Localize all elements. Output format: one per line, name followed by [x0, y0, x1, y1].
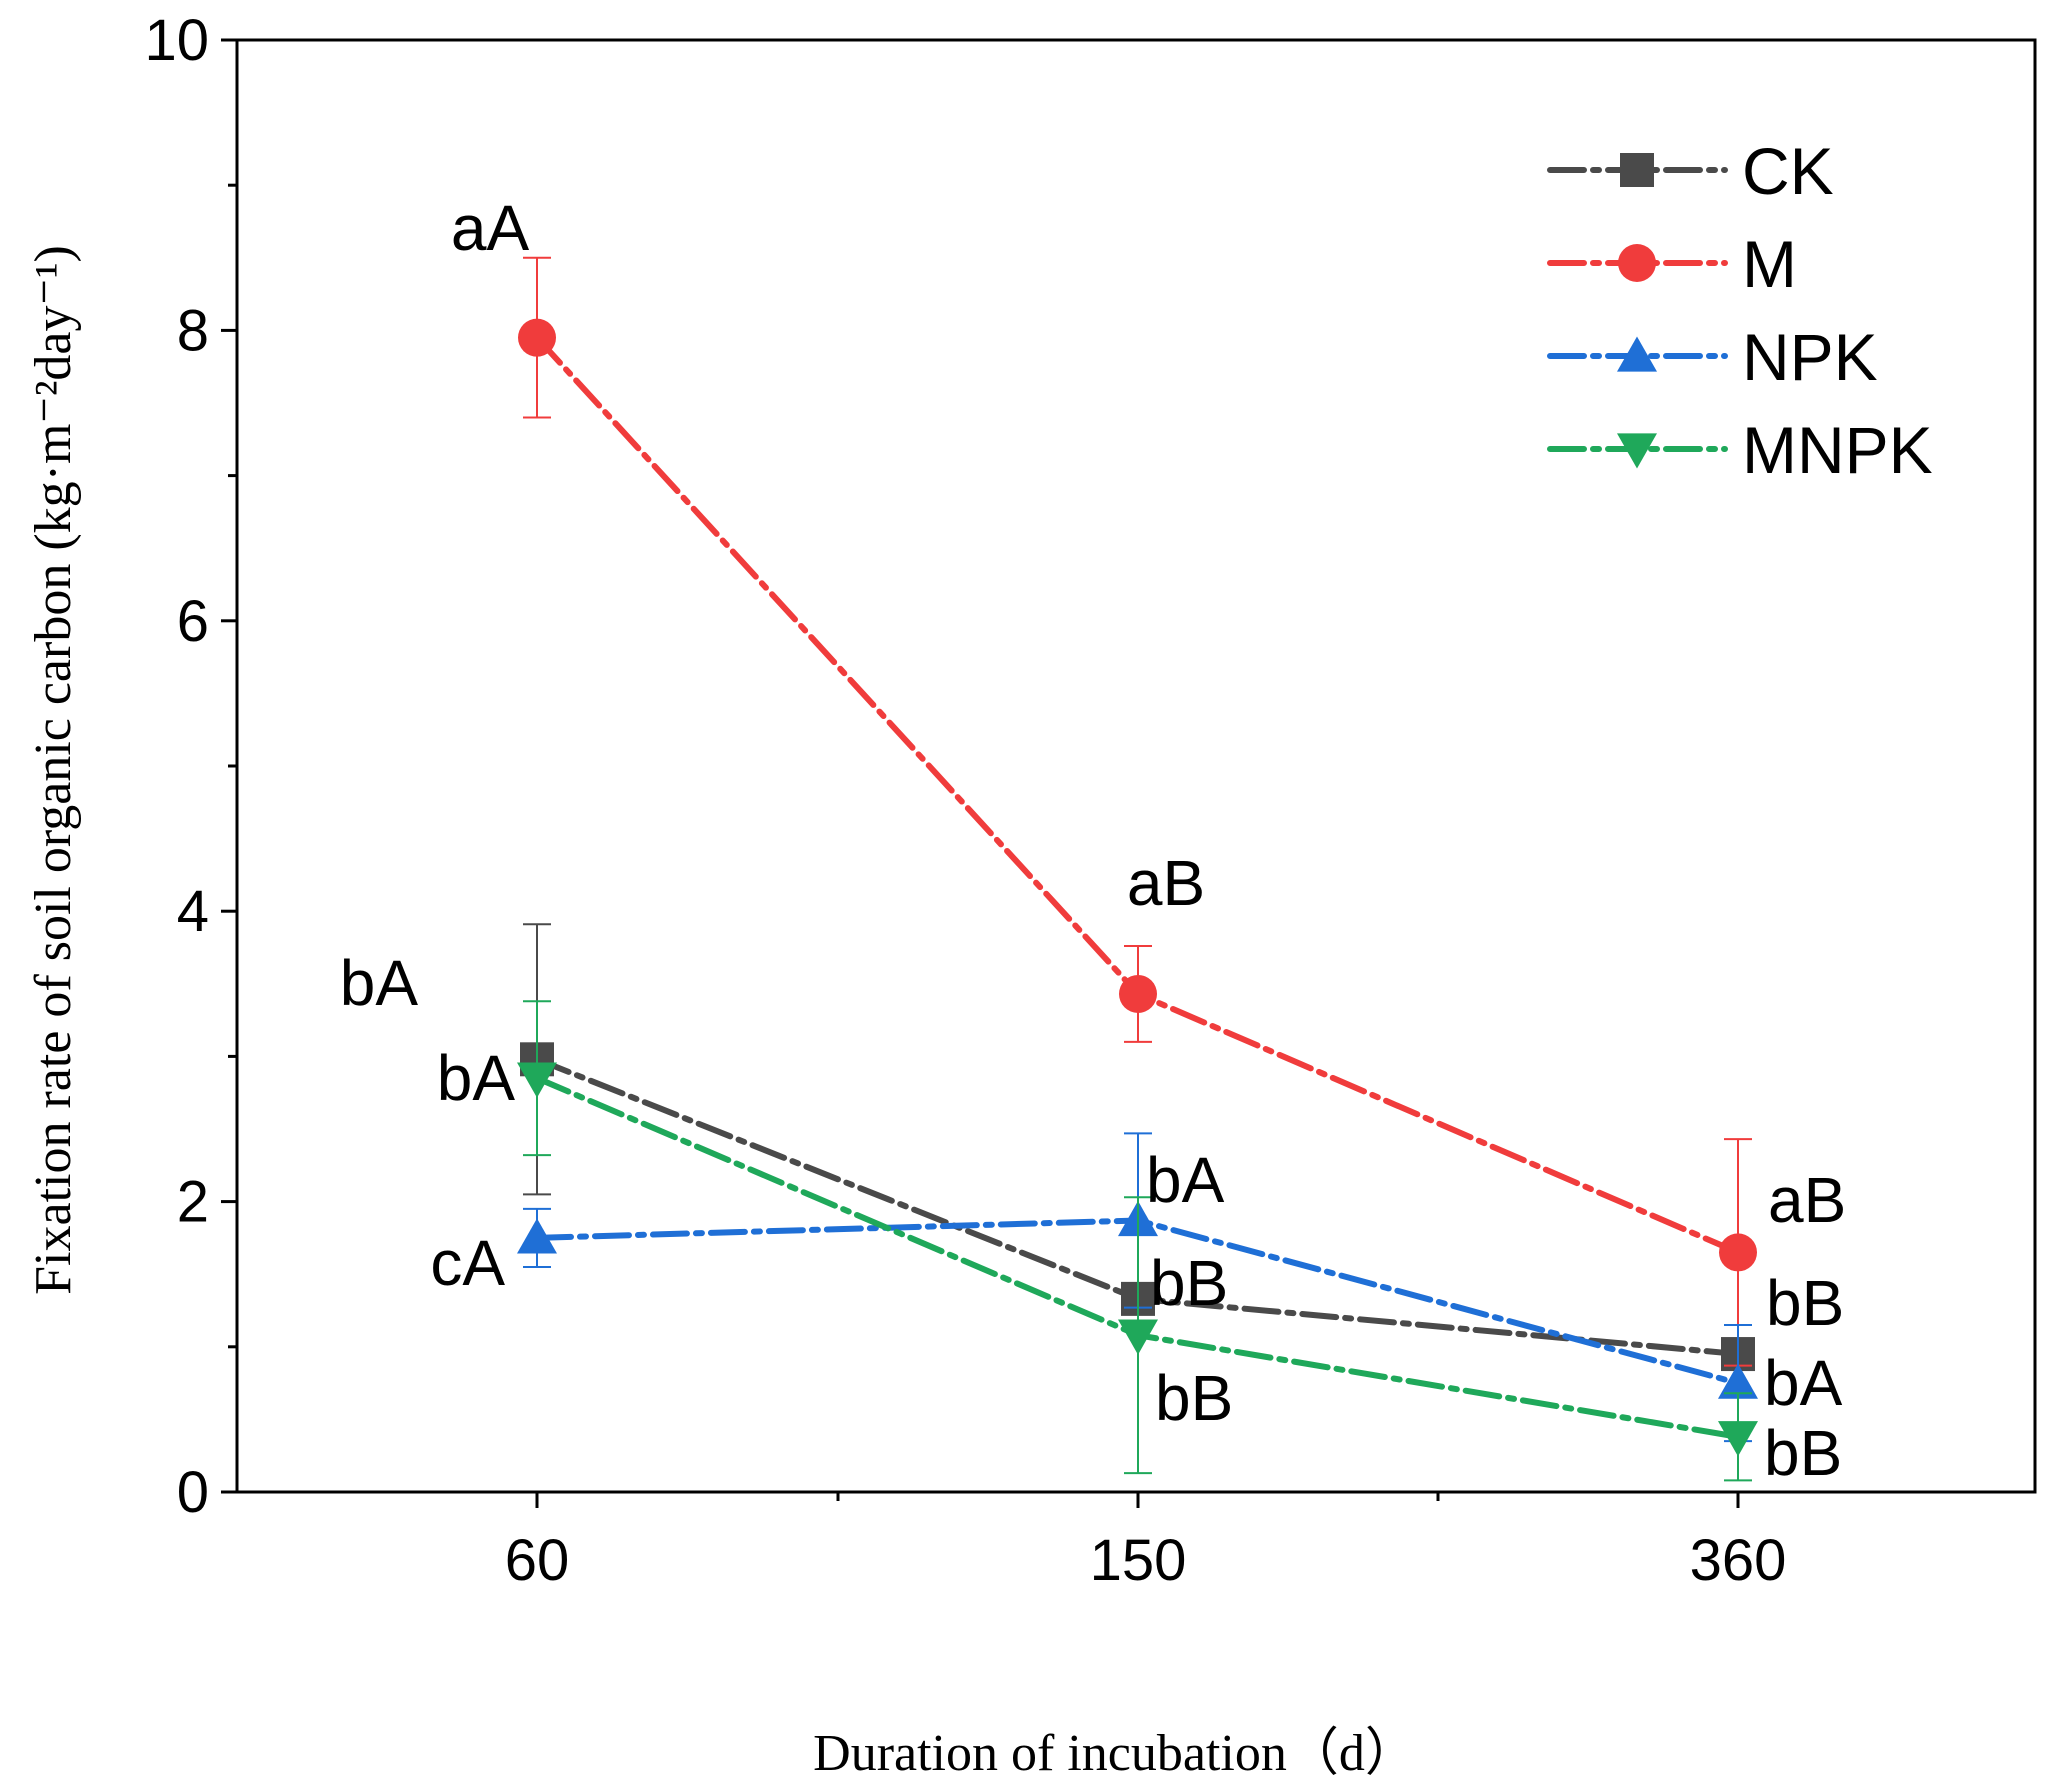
significance-letter: bA [1764, 1347, 1843, 1419]
significance-letter: aB [1127, 847, 1205, 919]
y-tick-label: 2 [177, 1170, 209, 1235]
legend-marker-ck [1620, 153, 1654, 187]
data-point-npk [517, 1218, 557, 1254]
data-point-m [518, 318, 556, 357]
x-tick-label: 60 [505, 1528, 570, 1593]
significance-letter: bA [1146, 1144, 1225, 1216]
data-point-m [1119, 974, 1157, 1013]
legend-label-m: M [1742, 227, 1797, 301]
significance-letter: bA [340, 947, 419, 1019]
significance-letter: aA [451, 192, 530, 264]
significance-letter: cA [430, 1227, 505, 1299]
data-point-mnpk [517, 1062, 557, 1098]
legend-label-npk: NPK [1742, 320, 1878, 394]
legend-marker-m [1618, 244, 1656, 282]
y-tick-label: 0 [177, 1460, 209, 1525]
x-axis: 60 150 360 [505, 1492, 1787, 1593]
legend-label-ck: CK [1742, 134, 1834, 208]
legend-item-npk: NPK [1547, 320, 1878, 394]
y-tick-label: 10 [144, 8, 209, 73]
data-point-mnpk [1118, 1319, 1158, 1355]
x-tick-label: 150 [1090, 1528, 1187, 1593]
x-axis-title: Duration of incubation（d） [813, 1725, 1417, 1782]
significance-letter: bB [1155, 1362, 1233, 1434]
y-axis: 0 2 4 6 8 10 [144, 8, 237, 1525]
data-point-mnpk [1718, 1421, 1758, 1457]
significance-letter: bB [1150, 1247, 1228, 1319]
legend-marker-npk [1617, 336, 1657, 372]
series-mnpk [517, 1000, 1758, 1482]
significance-letter: aB [1768, 1164, 1846, 1236]
legend-item-ck: CK [1547, 134, 1834, 208]
legend-marker-mnpk [1617, 433, 1657, 469]
legend-item-mnpk: MNPK [1547, 413, 1933, 487]
series-layer [517, 256, 1758, 1482]
significance-letter: bA [437, 1042, 516, 1114]
y-tick-label: 6 [177, 589, 209, 654]
data-point-m [1719, 1233, 1757, 1272]
y-tick-label: 8 [177, 298, 209, 363]
y-tick-label: 4 [177, 879, 209, 944]
legend-item-m: M [1547, 227, 1797, 301]
y-axis-title: Fixation rate of soil organic carbon (kg… [25, 245, 82, 1295]
legend-label-mnpk: MNPK [1742, 413, 1933, 487]
series-line-m [534, 334, 1741, 1256]
significance-letter: bB [1764, 1417, 1842, 1489]
significance-letter: bB [1766, 1267, 1844, 1339]
series-m [518, 256, 1757, 1367]
data-point-npk [1718, 1363, 1758, 1399]
x-tick-label: 360 [1690, 1528, 1787, 1593]
